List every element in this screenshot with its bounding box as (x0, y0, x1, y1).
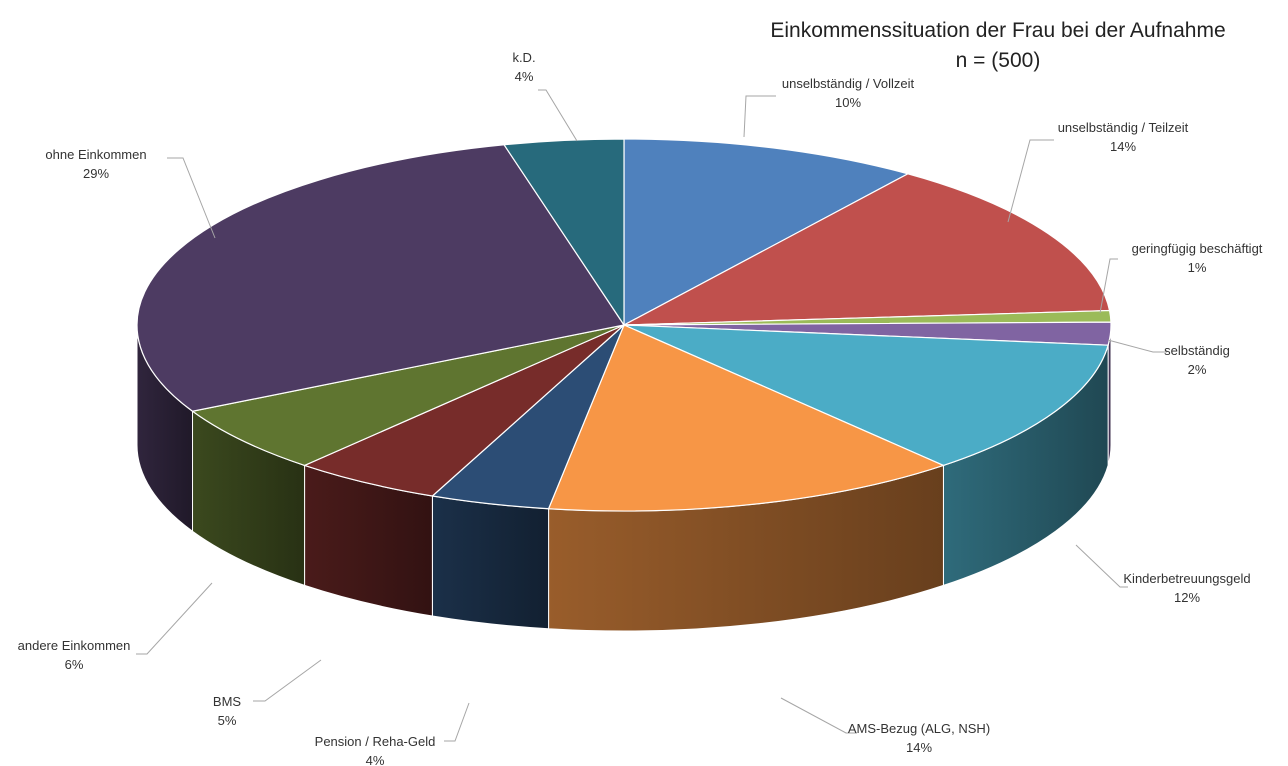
slice-label-selbst-ndig: selbständig (1164, 343, 1230, 358)
pie-slice-bms (302, 324, 625, 497)
slice-label-unselbst-ndig-teilzeit: unselbständig / Teilzeit (1058, 120, 1189, 135)
slice-value-bms: 5% (218, 713, 237, 728)
slice-label-pension-reha-geld: Pension / Reha-Geld (315, 734, 436, 749)
chart-subtitle: n = (500) (955, 49, 1041, 72)
chart-title: Einkommenssituation der Frau bei der Auf… (770, 19, 1226, 42)
slice-value-kinderbetreuungsgeld: 12% (1174, 590, 1200, 605)
slice-label-andere-einkommen: andere Einkommen (18, 638, 131, 653)
slice-value-unselbst-ndig-teilzeit: 14% (1110, 139, 1136, 154)
pie-slice-andere-einkommen (191, 324, 625, 467)
slice-label-geringf-gig-besch-ftigt: geringfügig beschäftigt (1132, 241, 1263, 256)
slice-value-k-d: 4% (515, 69, 534, 84)
pie-slice-k-d (503, 138, 625, 327)
leader-line-geringf-gig-besch-ftigt (1099, 258, 1118, 314)
slice-value-pension-reha-geld: 4% (366, 753, 385, 766)
leader-line-kinderbetreuungsgeld (1075, 544, 1128, 588)
leader-line-unselbst-ndig-vollzeit (743, 95, 776, 138)
pie-slice-ohne-einkommen (136, 144, 625, 412)
pie-slice-unselbst-ndig-vollzeit (623, 138, 910, 326)
slice-value-andere-einkommen: 6% (65, 657, 84, 672)
leader-line-andere-einkommen (136, 582, 213, 655)
leader-line-ams-bezug-alg-nsh (780, 697, 857, 734)
slice-value-geringf-gig-besch-ftigt: 1% (1188, 260, 1207, 275)
slice-label-ohne-einkommen: ohne Einkommen (45, 147, 146, 162)
leader-line-bms (253, 659, 322, 702)
pie-side-pension-reha-geld (431, 495, 550, 630)
slice-label-ams-bezug-alg-nsh: AMS-Bezug (ALG, NSH) (848, 721, 990, 736)
leader-line-pension-reha-geld (444, 702, 470, 742)
slice-label-bms: BMS (213, 694, 242, 709)
leader-line-k-d (538, 89, 578, 142)
slice-label-unselbst-ndig-vollzeit: unselbständig / Vollzeit (782, 76, 915, 91)
leader-line-ohne-einkommen (167, 157, 216, 239)
pie-slice-ams-bezug-alg-nsh (547, 324, 946, 512)
pie-slice-kinderbetreuungsgeld (623, 324, 1109, 467)
slice-label-k-d: k.D. (512, 50, 535, 65)
leader-line-selbst-ndig (1107, 339, 1167, 353)
slice-value-unselbst-ndig-vollzeit: 10% (835, 95, 861, 110)
slice-value-ams-bezug-alg-nsh: 14% (906, 740, 932, 755)
slice-value-selbst-ndig: 2% (1188, 362, 1207, 377)
slice-value-ohne-einkommen: 29% (83, 166, 109, 181)
chart-title-block: Einkommenssituation der Frau bei der Auf… (738, 16, 1258, 76)
slice-label-kinderbetreuungsgeld: Kinderbetreuungsgeld (1123, 571, 1250, 586)
leader-line-unselbst-ndig-teilzeit (1007, 139, 1054, 223)
